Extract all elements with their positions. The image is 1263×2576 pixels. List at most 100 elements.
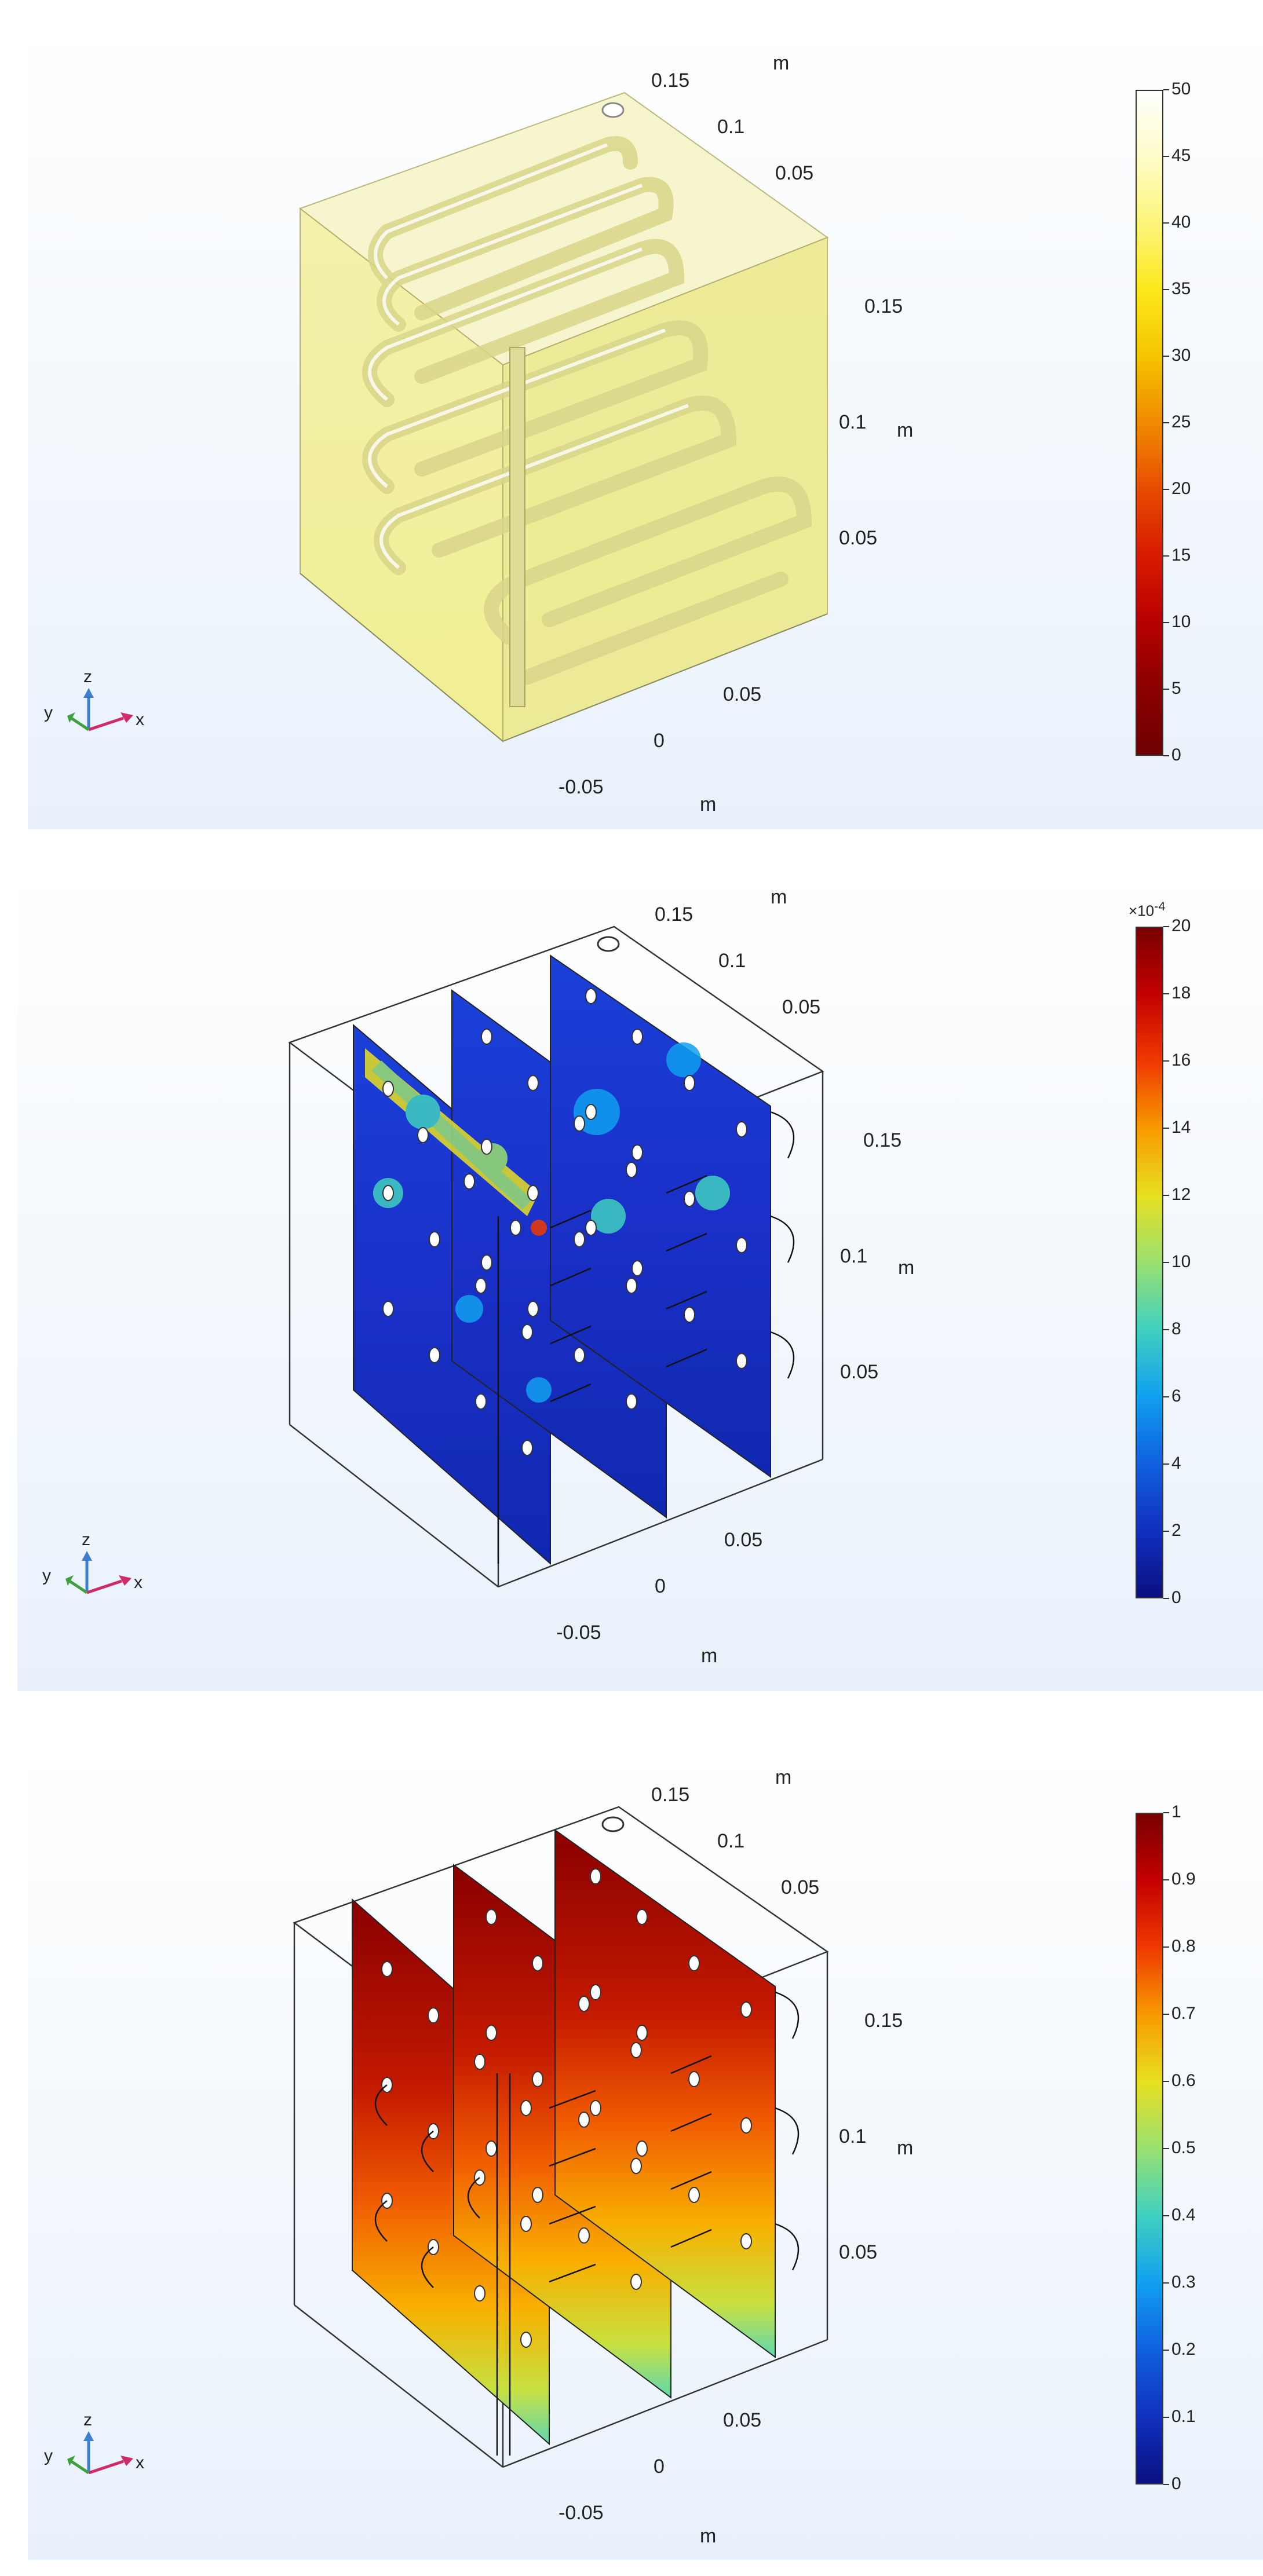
tube-outlines [374,1991,800,2456]
axis-tick-bottom-0: 0 [655,1575,666,1597]
colorbar-tick-mark [1163,2215,1169,2216]
colorbar-tick-mark [1163,289,1169,290]
colorbar-tick-mark [1163,2081,1169,2082]
colorbar-tick-label: 25 [1171,412,1191,431]
triad-z-label: z [83,2410,92,2429]
colorbar-tick-mark [1163,926,1169,927]
triad-x-label: x [136,2453,144,2472]
colorbar-tick-mark [1163,1329,1169,1330]
axis-unit-top: m [773,52,789,74]
triad-z-label: z [82,1530,90,1549]
colorbar-tick-mark [1163,1598,1169,1599]
colorbar-tick-mark [1163,555,1169,557]
3d-plot-canvas: m 0.15 0.1 0.05 0.15 0.1 m 0.05 0.05 0 -… [42,886,914,1667]
colorbar-tick-label: 6 [1171,1386,1181,1406]
colorbar-tick-label: 0 [1171,745,1181,764]
triad-y-label: y [44,2446,53,2465]
colorbar-tick-label: 35 [1171,279,1191,298]
colorbar-tick-label: 10 [1171,1252,1191,1271]
axis-tick-right-005: 0.05 [839,527,877,549]
colorbar-tick-mark [1163,1060,1169,1062]
colorbar-tick-label: 0.6 [1171,2071,1196,2090]
colorbar-tick-mark [1163,1128,1169,1129]
colorbar-tick-label: 14 [1171,1118,1191,1137]
colorbar-tick-mark [1163,156,1169,157]
colorbar-tick-label: 40 [1171,213,1191,232]
velocity-hotspots [365,1042,730,1403]
colorbar-tick-label: 4 [1171,1454,1181,1473]
triad-y-label: y [42,1566,51,1585]
colorbar-tick-mark [1163,755,1169,756]
colorbar-tick-mark [1163,2282,1169,2284]
axis-tick-right-005: 0.05 [839,2241,877,2263]
axis-unit-top: m [771,886,787,908]
3d-plot-canvas: m 0.15 0.1 0.05 0.15 0.1 m 0.05 0.05 0 -… [44,1766,913,2547]
axis-tick-bottom-m005: -0.05 [559,2502,604,2524]
colorbar-tick-label: 20 [1171,916,1191,935]
3d-plot-canvas: m 0.15 0.1 0.05 0.15 0.1 m 0.05 0.05 0 -… [44,52,913,815]
colorbar-tick-label: 1 [1171,1802,1181,1821]
axis-tick-top-005: 0.05 [781,1876,819,1898]
colorbar-tick-label: 20 [1171,479,1191,498]
axis-tick-bottom-m005: -0.05 [559,776,604,798]
colorbar-tick-mark [1163,422,1169,423]
outlet-tube-end [597,936,620,952]
colorbar-tick-label: 0.4 [1171,2205,1196,2224]
axis-tick-bottom-m005: -0.05 [556,1622,601,1644]
colorbar-tick-label: 0.9 [1171,1869,1196,1889]
plot-panel-concentration: m 0.15 0.1 0.05 0.15 0.1 m 0.05 0.05 0 -… [28,1749,1263,2560]
colorbar-tick-label: 0 [1171,1588,1181,1607]
colorbar-exponent: ×10-4 [1129,899,1166,920]
slice-plane-3 [554,1829,776,2358]
axis-tick-top-005: 0.05 [775,162,813,184]
colorbar [1136,927,1163,1598]
inlet-tube [509,347,525,707]
colorbar-tick-mark [1163,1946,1169,1948]
colorbar-tick-mark [1163,993,1169,994]
plot-panel-velocity: m 0.15 0.1 0.05 0.15 0.1 m 0.05 0.05 0 -… [17,869,1263,1691]
axis-tick-right-015: 0.15 [864,2010,903,2032]
colorbar-tick-label: 10 [1171,612,1191,631]
colorbar-tick-mark [1163,489,1169,490]
outlet-tube-end [601,102,625,118]
axis-triad: z x y [44,667,144,731]
axis-tick-top-005: 0.05 [782,996,820,1018]
plot-panel-temperature: m 0.15 0.1 0.05 0.15 0.1 m 0.05 0.05 0 -… [28,23,1263,829]
colorbar [1136,1813,1163,2484]
colorbar-tick-mark [1163,2417,1169,2418]
axis-tick-top-015: 0.15 [651,69,689,92]
colorbar-tick-label: 0 [1171,2474,1181,2493]
colorbar-tick-mark [1163,689,1169,690]
colorbar-tick-label: 0.3 [1171,2273,1196,2292]
colorbar-tick-mark [1163,2014,1169,2015]
triad-x-label: x [134,1573,143,1592]
axis-tick-right-015: 0.15 [863,1129,901,1151]
colorbar-tick-mark [1163,1879,1169,1880]
outlet-tube-end [601,1816,625,1832]
axis-tick-bottom-005: 0.05 [723,2409,761,2431]
colorbar-tick-label: 15 [1171,546,1191,565]
colorbar-tick-mark [1163,622,1169,623]
triad-z-label: z [83,667,92,686]
colorbar-tick-label: 5 [1171,679,1181,698]
colorbar-tick-mark [1163,356,1169,357]
tube-cross-sections [382,988,747,1456]
colorbar-tick-label: 0.5 [1171,2138,1196,2157]
axis-unit-right: m [897,2137,913,2159]
colorbar-tick-label: 0.8 [1171,1937,1196,1956]
axis-tick-top-01: 0.1 [718,950,746,972]
axis-unit-bottom: m [701,1645,717,1667]
axis-unit-bottom: m [700,793,716,815]
colorbar-tick-mark [1163,2350,1169,2351]
colorbar-tick-label: 0.7 [1171,2004,1196,2023]
axis-unit-bottom: m [700,2525,716,2547]
colorbar-tick-mark [1163,2484,1169,2485]
colorbar-tick-mark [1163,1463,1169,1465]
axis-tick-right-01: 0.1 [839,411,866,433]
colorbar-tick-label: 16 [1171,1051,1191,1070]
colorbar-tick-mark [1163,1396,1169,1397]
colorbar-tick-label: 0.1 [1171,2407,1196,2426]
triad-x-label: x [136,710,144,729]
axis-tick-top-01: 0.1 [717,116,744,138]
axis-tick-bottom-0: 0 [654,730,665,752]
